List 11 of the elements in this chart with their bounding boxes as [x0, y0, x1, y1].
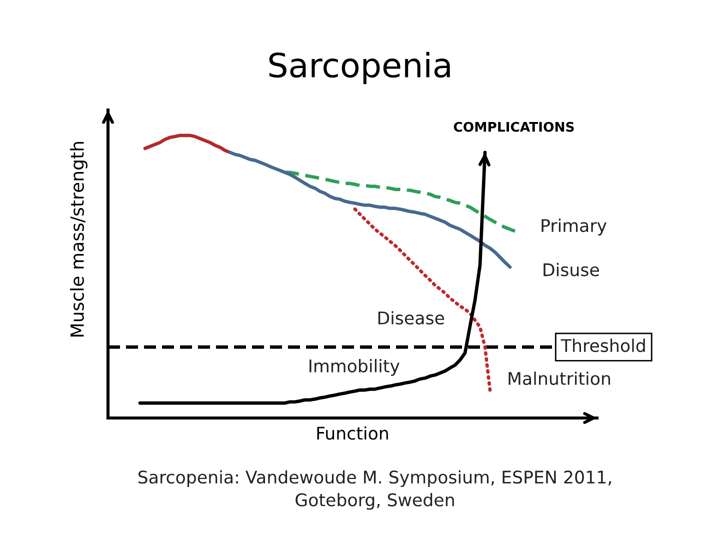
ref-line-label: Threshold	[560, 338, 645, 352]
series-label: Immobility	[310, 359, 400, 376]
series-label: Disease	[378, 311, 444, 325]
text: COMPLICATIONS	[454, 122, 574, 132]
text: Sarcopenia: Vandewoude M. Symposium, ESPEN 2011, Goteborg, Sweden	[138, 470, 611, 510]
series-label: Disuse	[544, 262, 599, 276]
x-axis-title: Function	[317, 426, 388, 440]
series-label: Primary	[542, 218, 607, 236]
chart-title: Sarcopenia	[269, 52, 450, 84]
y-axis-title: Muscle mass/strength	[70, 142, 88, 336]
annotation: Malnutrition	[508, 372, 610, 386]
